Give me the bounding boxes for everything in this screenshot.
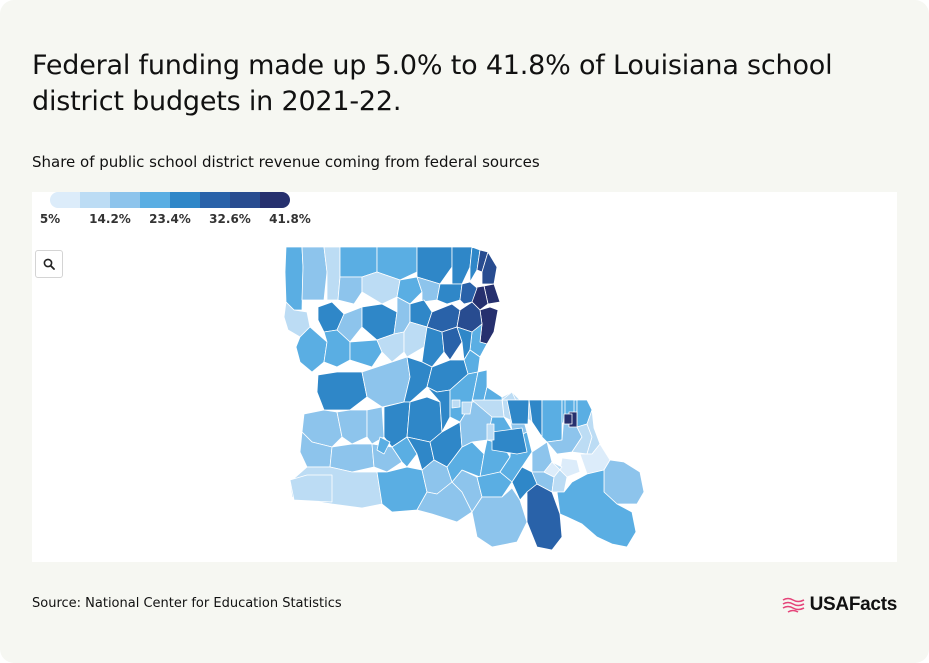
parish-region[interactable] — [486, 423, 495, 441]
parish-region[interactable] — [456, 326, 473, 361]
parish-region[interactable] — [541, 399, 563, 443]
parish-region[interactable] — [336, 409, 368, 445]
source-note: Source: National Center for Education St… — [32, 596, 342, 611]
parish-region[interactable] — [337, 276, 363, 305]
parish-region[interactable] — [491, 427, 528, 455]
chart-subtitle: Share of public school district revenue … — [32, 153, 540, 171]
parish-region[interactable] — [416, 246, 453, 285]
parish-region[interactable] — [563, 413, 573, 425]
parish-region[interactable] — [396, 276, 423, 305]
parish-region[interactable] — [301, 246, 328, 301]
parish-region[interactable] — [556, 469, 637, 548]
flag-icon — [782, 597, 804, 613]
legend-swatch — [260, 192, 290, 208]
parish-region[interactable] — [451, 399, 461, 409]
search-icon — [43, 258, 55, 270]
legend-swatch — [110, 192, 140, 208]
parish-region[interactable] — [446, 441, 485, 483]
parish-region[interactable] — [316, 371, 368, 411]
parish-region[interactable] — [471, 399, 505, 418]
legend-swatch — [50, 192, 80, 208]
parish-region[interactable] — [329, 443, 375, 473]
parish-region[interactable] — [471, 487, 528, 548]
parish-region[interactable] — [339, 246, 378, 278]
parish-region[interactable] — [323, 329, 351, 368]
parish-region[interactable] — [336, 306, 363, 343]
parish-region[interactable] — [376, 436, 391, 455]
legend-swatch — [140, 192, 170, 208]
legend-label-2: 14.2% — [89, 212, 131, 226]
legend-label-min: 5% — [39, 212, 61, 226]
legend-label-4: 32.6% — [209, 212, 251, 226]
color-legend: 5% 14.2% 23.4% 32.6% 41.8% — [32, 192, 332, 232]
parish-region[interactable] — [284, 246, 304, 311]
parish-region[interactable] — [289, 474, 333, 503]
parish-region[interactable] — [451, 246, 473, 285]
parish-region[interactable] — [391, 436, 418, 468]
legend-swatch — [170, 192, 200, 208]
parish-region[interactable] — [506, 399, 530, 425]
chart-title: Federal funding made up 5.0% to 41.8% of… — [32, 50, 833, 117]
legend-label-3: 23.4% — [149, 212, 191, 226]
parish-region[interactable] — [461, 401, 473, 415]
parish-region[interactable] — [295, 326, 328, 373]
logo-text: USAFacts — [809, 594, 898, 615]
parish-region[interactable] — [376, 246, 418, 281]
parish-region[interactable] — [469, 246, 481, 283]
zoom-button[interactable] — [35, 250, 63, 278]
legend-swatch — [230, 192, 260, 208]
usafacts-logo: USAFacts — [782, 594, 897, 616]
parish-region[interactable] — [366, 406, 385, 445]
parish-region[interactable] — [349, 339, 383, 368]
parish-region[interactable] — [481, 251, 498, 285]
parish-region[interactable] — [406, 396, 443, 443]
parish-region[interactable] — [416, 276, 441, 303]
parish-region[interactable] — [476, 471, 513, 498]
parish-region[interactable] — [479, 306, 499, 345]
louisiana-choropleth-map[interactable] — [32, 192, 897, 562]
parish-region[interactable] — [526, 483, 563, 551]
legend-swatch — [80, 192, 110, 208]
map-panel: 5% 14.2% 23.4% 32.6% 41.8% — [32, 192, 897, 562]
parish-region[interactable] — [436, 283, 463, 305]
parish-region[interactable] — [403, 356, 433, 403]
legend-label-max: 41.8% — [269, 212, 311, 226]
legend-color-bar — [50, 192, 290, 208]
legend-swatch — [200, 192, 230, 208]
